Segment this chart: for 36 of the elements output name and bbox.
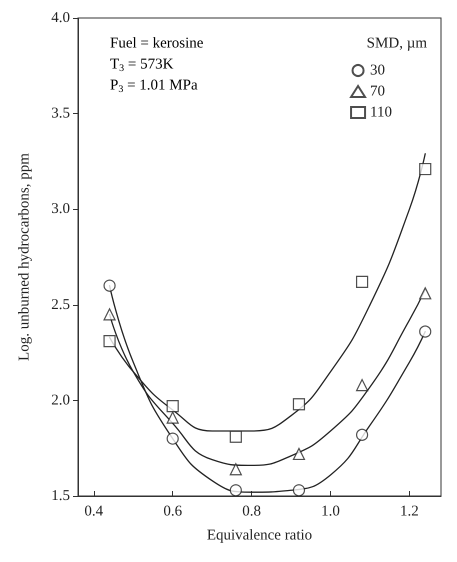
annotation: Fuel = kerosine [110, 36, 204, 52]
point [292, 484, 306, 496]
legend-label: 30 [370, 62, 386, 78]
x-tick-label: 0.6 [163, 504, 183, 520]
legend-label: 110 [370, 104, 392, 120]
point [103, 280, 116, 292]
point [230, 430, 242, 443]
x-tick-label: 1.0 [321, 504, 340, 520]
x-tick-label: 0.4 [84, 504, 104, 520]
y-tick-label: 1.5 [51, 488, 70, 504]
point [419, 162, 432, 176]
point [356, 428, 368, 441]
point [103, 308, 116, 320]
point [103, 335, 116, 348]
point [356, 276, 368, 288]
x-axis-title: Equivalence ratio [206, 528, 312, 544]
legend-title: SMD, µm [366, 36, 428, 52]
point [166, 432, 179, 445]
x-tick-label: 1.2 [400, 504, 419, 520]
point [419, 287, 432, 300]
y-tick-label: 3.5 [51, 106, 70, 122]
y-axis-title: Log. unburned hydrocarbons, ppm [16, 152, 32, 361]
legend-label: 70 [370, 84, 386, 100]
y-tick-label: 3.0 [51, 201, 70, 218]
point [356, 379, 368, 392]
point [230, 463, 242, 476]
point [166, 400, 179, 412]
point [230, 484, 242, 496]
point [292, 398, 306, 410]
point [292, 448, 306, 460]
x-tick-label: 0.8 [242, 504, 261, 520]
y-tick-label: 4.0 [51, 10, 70, 26]
y-tick-label: 2.0 [51, 392, 70, 408]
y-tick-label: 2.5 [51, 296, 70, 313]
point [419, 325, 432, 338]
point [166, 412, 179, 424]
